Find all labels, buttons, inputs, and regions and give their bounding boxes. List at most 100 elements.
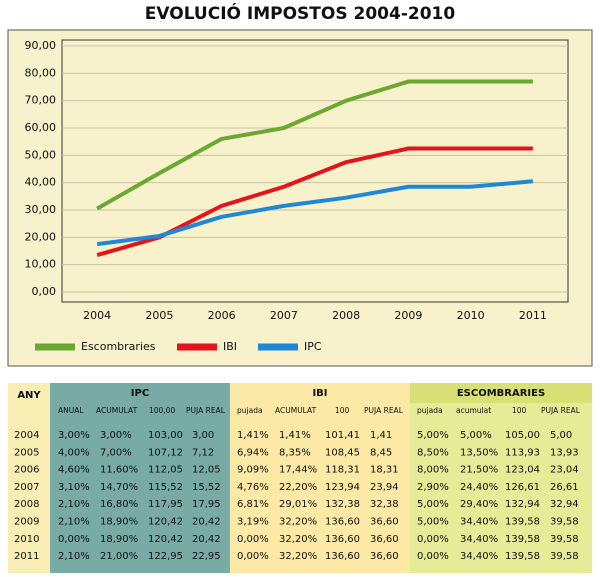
table-subheader: PUJA REAL xyxy=(541,406,581,415)
table-cell: 107,12 xyxy=(148,447,183,458)
table-cell: 120,42 xyxy=(148,534,183,545)
table-cell: 5,00 xyxy=(550,430,572,441)
table-cell: 126,61 xyxy=(505,482,540,493)
table-cell: 118,31 xyxy=(325,465,360,476)
table-cell: 18,90% xyxy=(100,534,138,545)
table-header: IBI xyxy=(312,388,327,399)
y-tick-label: 40,00 xyxy=(25,176,57,189)
table-cell: 21,50% xyxy=(460,465,498,476)
table-cell: 115,52 xyxy=(148,482,183,493)
table-cell: 23,04 xyxy=(550,465,579,476)
table-cell: 8,00% xyxy=(417,465,449,476)
table-cell: 39,58 xyxy=(550,551,579,562)
table-cell: 2010 xyxy=(14,534,39,545)
table-cell: 34,40% xyxy=(460,551,498,562)
table-cell: 113,93 xyxy=(505,447,540,458)
table-cell: 139,58 xyxy=(505,551,540,562)
table-cell: 0,00% xyxy=(237,551,269,562)
x-tick-label: 2011 xyxy=(519,309,547,322)
table-subheader: PUJA REAL xyxy=(364,406,404,415)
table-subheader: pujada xyxy=(237,406,263,415)
table-subheader: 100,00 xyxy=(149,406,175,415)
table-cell: 8,50% xyxy=(417,447,449,458)
table-cell: 5,00% xyxy=(417,430,449,441)
table-cell: 29,40% xyxy=(460,499,498,510)
y-tick-label: 10,00 xyxy=(25,258,57,271)
table-cell: 3,00% xyxy=(100,430,132,441)
table-cell: 32,20% xyxy=(279,551,317,562)
table-subheader: ANUAL xyxy=(58,406,84,415)
table-cell: 2009 xyxy=(14,517,39,528)
y-tick-label: 50,00 xyxy=(25,148,57,161)
table-cell: 2004 xyxy=(14,430,39,441)
table-cell: 139,58 xyxy=(505,517,540,528)
table-subheader: pujada xyxy=(417,406,443,415)
ipc-band xyxy=(50,383,230,573)
table-cell: 32,38 xyxy=(370,499,399,510)
table-cell: 23,94 xyxy=(370,482,399,493)
table-cell: 8,45 xyxy=(370,447,392,458)
table-cell: 1,41% xyxy=(237,430,269,441)
table-subheader: ACUMULAT xyxy=(96,406,138,415)
x-tick-label: 2009 xyxy=(394,309,422,322)
table-cell: 32,20% xyxy=(279,534,317,545)
any-band xyxy=(8,383,50,573)
table-cell: 103,00 xyxy=(148,430,183,441)
table-cell: 39,58 xyxy=(550,534,579,545)
table-cell: 122,95 xyxy=(148,551,183,562)
table-header: ANY xyxy=(17,390,41,401)
table-cell: 18,31 xyxy=(370,465,399,476)
table-cell: 136,60 xyxy=(325,551,360,562)
table-cell: 2005 xyxy=(14,447,39,458)
table-cell: 17,44% xyxy=(279,465,317,476)
table-cell: 2,10% xyxy=(58,499,90,510)
table-cell: 26,61 xyxy=(550,482,579,493)
x-tick-label: 2006 xyxy=(208,309,236,322)
table-cell: 120,42 xyxy=(148,517,183,528)
table-cell: 0,00% xyxy=(417,534,449,545)
table-cell: 105,00 xyxy=(505,430,540,441)
table-cell: 13,50% xyxy=(460,447,498,458)
table-subheader: PUJA REAL xyxy=(186,406,226,415)
table-header: ESCOMBRARIES xyxy=(457,388,545,399)
table-cell: 22,20% xyxy=(279,482,317,493)
table-cell: 123,94 xyxy=(325,482,360,493)
y-tick-label: 30,00 xyxy=(25,203,57,216)
table-cell: 1,41% xyxy=(279,430,311,441)
table-cell: 11,60% xyxy=(100,465,138,476)
table-cell: 123,04 xyxy=(505,465,540,476)
legend-label: IBI xyxy=(223,340,237,353)
ibi-band xyxy=(230,383,410,573)
table-cell: 2006 xyxy=(14,465,39,476)
table-cell: 18,90% xyxy=(100,517,138,528)
table-cell: 29,01% xyxy=(279,499,317,510)
table-cell: 139,58 xyxy=(505,534,540,545)
table-cell: 6,81% xyxy=(237,499,269,510)
table-cell: 132,94 xyxy=(505,499,540,510)
table-cell: 2008 xyxy=(14,499,39,510)
table-cell: 6,94% xyxy=(237,447,269,458)
table-cell: 14,70% xyxy=(100,482,138,493)
y-tick-label: 90,00 xyxy=(25,39,57,52)
series-line xyxy=(96,179,534,247)
table-cell: 5,00% xyxy=(417,499,449,510)
table-cell: 4,76% xyxy=(237,482,269,493)
table-cell: 15,52 xyxy=(192,482,221,493)
table-cell: 132,38 xyxy=(325,499,360,510)
table-cell: 0,00% xyxy=(58,534,90,545)
table-subheader: acumulat xyxy=(456,406,491,415)
table-cell: 36,60 xyxy=(370,551,399,562)
table-cell: 17,95 xyxy=(192,499,221,510)
table-cell: 22,95 xyxy=(192,551,221,562)
esc-header-band xyxy=(410,383,592,403)
table-cell: 136,60 xyxy=(325,534,360,545)
table-cell: 5,00% xyxy=(460,430,492,441)
table-cell: 0,00% xyxy=(237,534,269,545)
table-cell: 21,00% xyxy=(100,551,138,562)
table-cell: 16,80% xyxy=(100,499,138,510)
table-cell: 5,00% xyxy=(417,517,449,528)
table-cell: 0,00% xyxy=(417,551,449,562)
table-cell: 3,00 xyxy=(192,430,214,441)
table-cell: 4,00% xyxy=(58,447,90,458)
